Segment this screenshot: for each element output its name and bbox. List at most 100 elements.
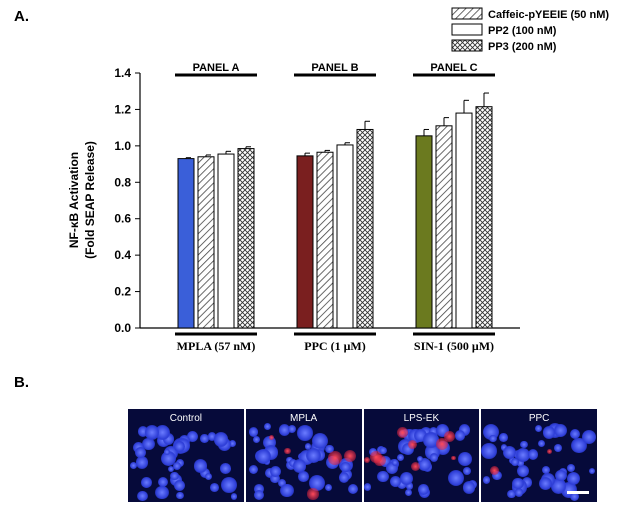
nucleus-cell xyxy=(516,448,531,463)
bar xyxy=(296,155,314,329)
nucleus-cell xyxy=(512,477,524,490)
panel-label-b: B. xyxy=(14,374,29,391)
nucleus-cell xyxy=(220,477,237,494)
legend-label: PP3 (200 nM) xyxy=(488,41,557,53)
nucleus-cell xyxy=(538,476,552,490)
nucleus-cell xyxy=(363,483,372,491)
panel-header-label: PANEL A xyxy=(193,62,240,74)
red-stain-spot xyxy=(343,449,357,463)
nucleus-cell xyxy=(516,459,524,467)
panel-label-a: A. xyxy=(14,8,29,25)
micrograph-panel: MPLA xyxy=(245,409,362,502)
red-stain-spot xyxy=(328,451,342,465)
nucleus-cell xyxy=(253,489,265,501)
nucleus-cell xyxy=(309,475,326,492)
nucleus-cell xyxy=(219,463,231,474)
nucleus-cell xyxy=(389,476,401,488)
nucleus-cell xyxy=(145,425,160,440)
nucleus-cell xyxy=(158,476,169,487)
nucleus-cell xyxy=(347,483,359,495)
nucleus-cell xyxy=(511,457,519,466)
y-tick-label: 1.4 xyxy=(114,66,131,80)
nucleus-cell xyxy=(554,469,567,482)
micrograph-caption: PPC xyxy=(528,413,550,424)
nucleus-cell xyxy=(569,491,579,501)
nucleus-cell xyxy=(340,462,351,473)
nucleus-cell xyxy=(502,445,517,460)
legend-label: PP2 (100 nM) xyxy=(488,25,557,37)
nucleus-cell xyxy=(400,472,414,485)
nucleus-cell xyxy=(507,489,516,499)
nucleus-cell xyxy=(270,473,280,484)
bar xyxy=(177,158,195,329)
nucleus-cell xyxy=(253,484,264,494)
legend-swatch xyxy=(451,23,483,36)
nucleus-cell xyxy=(229,440,236,447)
y-tick-label: 0.0 xyxy=(114,321,131,335)
micrograph-caption: MPLA xyxy=(290,413,318,424)
nucleus-cell xyxy=(404,489,412,497)
nucleus-cell xyxy=(297,425,313,441)
category-label: PPC (1 μM) xyxy=(304,339,365,353)
nucleus-cell xyxy=(170,471,179,480)
panel-header-label: PANEL B xyxy=(311,62,358,74)
y-axis-subtitle: (Fold SEAP Release) xyxy=(83,141,97,259)
nucleus-cell xyxy=(174,441,185,452)
bar xyxy=(475,106,493,329)
micrograph-panel: LPS-EK xyxy=(363,409,480,502)
nucleus-cell xyxy=(405,482,414,490)
red-stain-spot xyxy=(546,448,552,454)
red-stain-spot xyxy=(435,438,448,450)
red-stain-spot xyxy=(307,488,319,500)
nucleus-cell xyxy=(463,467,471,475)
nucleus-cell xyxy=(377,470,390,483)
nucleus-cell xyxy=(210,483,219,493)
y-tick-label: 0.8 xyxy=(114,175,131,189)
nucleus-cell xyxy=(278,424,290,436)
nucleus-cell xyxy=(135,456,149,469)
nucleus-cell xyxy=(520,440,528,449)
nucleus-cell xyxy=(298,471,309,482)
nucleus-cell xyxy=(280,484,294,498)
nucleus-cell xyxy=(134,447,146,459)
red-stain-spot xyxy=(370,451,383,463)
nucleus-cell xyxy=(204,472,213,481)
nucleus-cell xyxy=(186,430,198,442)
nucleus-cell xyxy=(230,493,238,500)
micrograph-caption: Control xyxy=(169,413,202,424)
red-stain-spot xyxy=(284,447,292,455)
nucleus-cell xyxy=(130,461,138,469)
nucleus-cell xyxy=(454,430,466,441)
y-tick-label: 0.4 xyxy=(114,248,131,262)
y-tick-label: 0.6 xyxy=(114,212,131,226)
nucleus-cell xyxy=(582,430,597,445)
nucleus-cell xyxy=(570,429,581,440)
red-stain-spot xyxy=(408,440,418,450)
nucleus-cell xyxy=(141,477,152,488)
bar xyxy=(336,144,354,329)
y-tick-label: 1.2 xyxy=(114,102,131,116)
nucleus-cell xyxy=(174,480,186,491)
nucleus-cell xyxy=(324,484,333,492)
nucleus-cell xyxy=(160,450,177,467)
nucleus-cell xyxy=(287,425,296,434)
nucleus-cell xyxy=(448,470,465,487)
legend-swatch xyxy=(451,7,483,20)
nucleus-cell xyxy=(292,459,306,473)
nucleus-cell xyxy=(200,434,209,443)
nucleus-cell xyxy=(311,432,328,449)
nucleus-cell xyxy=(517,465,530,478)
nucleus-cell xyxy=(142,437,155,451)
bar xyxy=(197,156,215,329)
nucleus-cell xyxy=(417,456,424,463)
nucleus-cell xyxy=(338,472,350,483)
nucleus-cell xyxy=(554,423,567,437)
nucleus-cell xyxy=(200,467,211,478)
panel-header-label: PANEL C xyxy=(430,62,477,74)
nucleus-cell xyxy=(253,436,261,444)
nucleus-cell xyxy=(542,425,556,439)
nucleus-cell xyxy=(304,443,311,450)
micrograph-panel: PPC xyxy=(481,409,597,502)
nucleus-cell xyxy=(162,433,174,445)
nucleus-cell xyxy=(193,459,208,473)
